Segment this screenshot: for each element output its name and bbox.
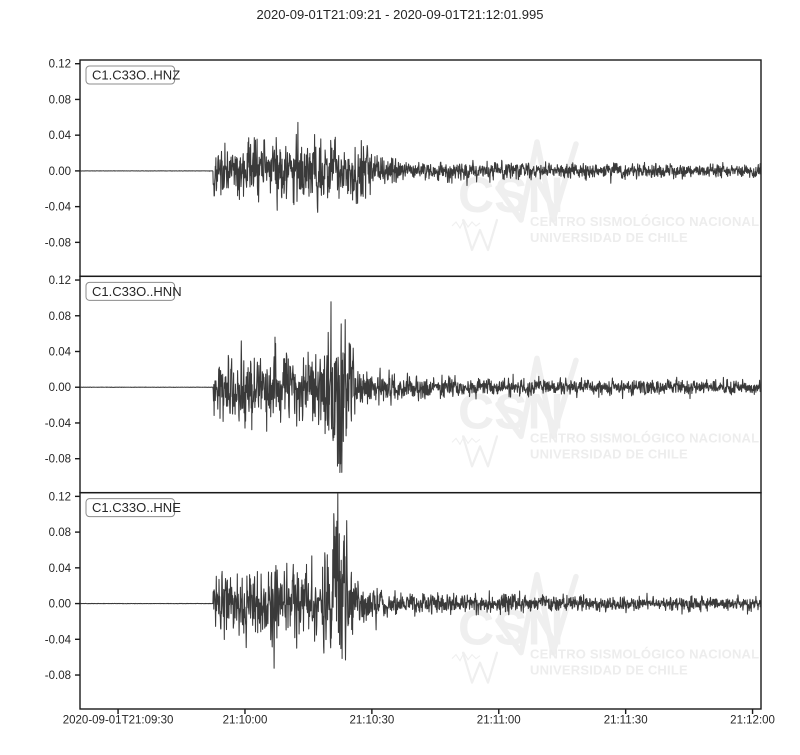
svg-text:2020-09-01T21:09:30: 2020-09-01T21:09:30 [63, 715, 174, 727]
svg-text:0.08: 0.08 [49, 94, 71, 106]
svg-text:-0.04: -0.04 [45, 202, 72, 214]
svg-text:CENTRO SISMOLÓGICO NACIONAL: CENTRO SISMOLÓGICO NACIONAL [530, 430, 759, 445]
svg-text:-0.08: -0.08 [45, 670, 71, 682]
svg-text:CENTRO SISMOLÓGICO NACIONAL: CENTRO SISMOLÓGICO NACIONAL [530, 214, 759, 229]
svg-text:0.04: 0.04 [49, 563, 72, 575]
svg-text:UNIVERSIDAD DE CHILE: UNIVERSIDAD DE CHILE [530, 446, 688, 461]
svg-text:-0.04: -0.04 [45, 418, 72, 430]
svg-text:C1.C33O..HNZ: C1.C33O..HNZ [92, 68, 180, 83]
svg-text:0.00: 0.00 [49, 166, 71, 178]
svg-text:21:11:00: 21:11:00 [477, 715, 521, 727]
svg-text:0.04: 0.04 [49, 130, 72, 142]
svg-text:UNIVERSIDAD DE CHILE: UNIVERSIDAD DE CHILE [530, 230, 688, 245]
svg-text:21:10:00: 21:10:00 [223, 715, 268, 727]
svg-text:-0.08: -0.08 [45, 454, 71, 466]
svg-text:0.12: 0.12 [49, 275, 71, 287]
svg-text:-0.08: -0.08 [45, 237, 71, 249]
svg-text:21:10:30: 21:10:30 [349, 715, 394, 727]
svg-text:0.12: 0.12 [49, 59, 71, 71]
svg-text:C1.C33O..HNE: C1.C33O..HNE [92, 500, 181, 515]
svg-text:CENTRO SISMOLÓGICO NACIONAL: CENTRO SISMOLÓGICO NACIONAL [530, 647, 759, 662]
svg-text:-0.04: -0.04 [45, 634, 72, 646]
svg-text:UNIVERSIDAD DE CHILE: UNIVERSIDAD DE CHILE [530, 663, 688, 678]
svg-text:0.08: 0.08 [49, 527, 71, 539]
svg-text:0.00: 0.00 [49, 382, 71, 394]
svg-text:0.08: 0.08 [49, 311, 71, 323]
svg-text:2020-09-01T21:09:21 - 2020-0: 2020-09-01T21:09:21 - 2020-09-01T21:12:0… [257, 7, 544, 22]
svg-text:0.00: 0.00 [49, 599, 71, 611]
svg-text:21:11:30: 21:11:30 [604, 715, 648, 727]
svg-text:21:12:00: 21:12:00 [730, 715, 775, 727]
svg-text:0.12: 0.12 [49, 491, 71, 503]
svg-text:C1.C33O..HNN: C1.C33O..HNN [92, 284, 182, 299]
svg-text:0.04: 0.04 [49, 347, 72, 359]
